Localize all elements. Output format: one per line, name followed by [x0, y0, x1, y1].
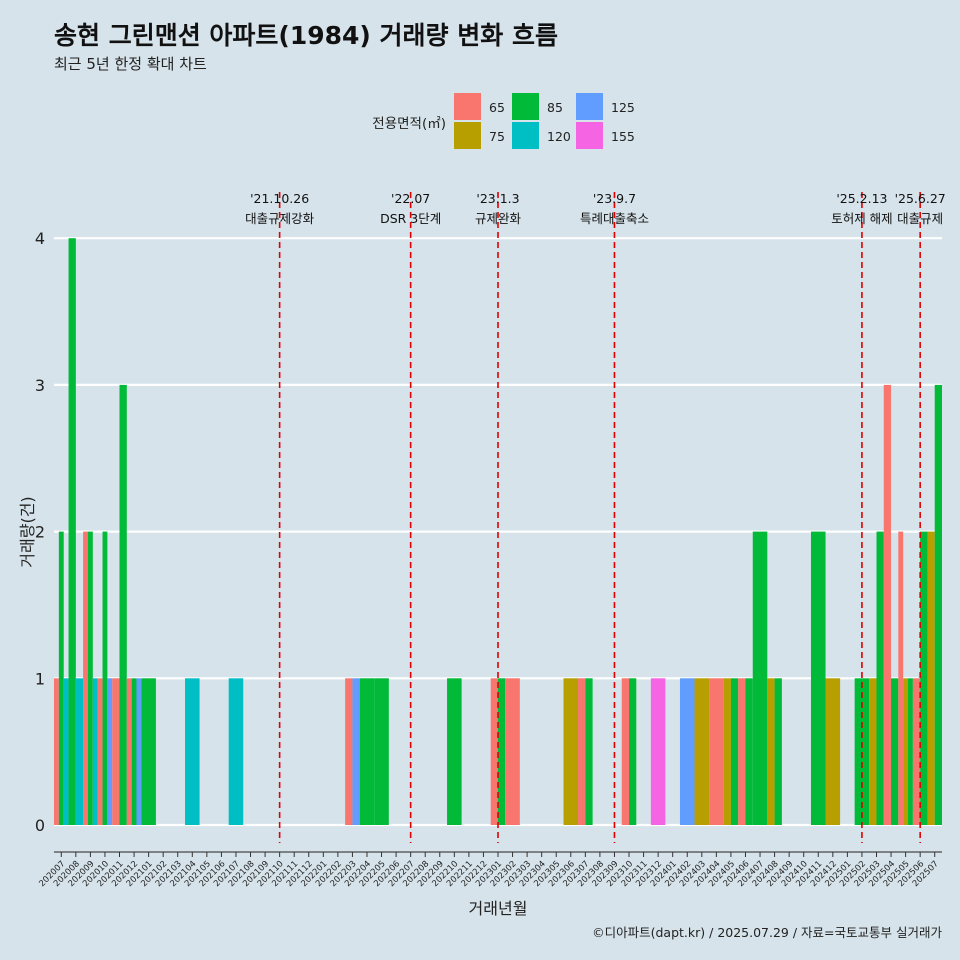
bar-202507-75 [927, 531, 935, 825]
bar-202101-85 [141, 678, 156, 825]
bar-202312-155 [650, 678, 666, 825]
bar-202008-120 [75, 678, 84, 825]
y-axis-title: 거래량(건) [18, 496, 37, 567]
bar-202503-85 [876, 531, 884, 825]
annotation-label: 대출규제 [897, 211, 943, 226]
legend-swatch-120 [512, 122, 539, 149]
bar-202405-75 [723, 678, 731, 825]
bar-202009-120 [92, 678, 98, 825]
bar-202504-65 [883, 384, 892, 825]
bar-202009-65 [83, 531, 88, 825]
bar-202503-75 [869, 678, 877, 825]
bar-202505-65 [898, 531, 904, 825]
bar-202405-85 [730, 678, 739, 825]
bar-202507-85 [934, 384, 942, 825]
bar-202307-85 [585, 678, 593, 825]
annotation-date: '25.6.27 [895, 191, 946, 206]
annotation-label: 토허제 해제 [831, 211, 892, 226]
bar-202411-85 [810, 531, 826, 825]
bar-202301-65 [490, 678, 498, 825]
annotation-label: 대출규제강화 [245, 211, 315, 226]
legend-swatch-65 [454, 93, 481, 120]
bar-202009-85 [87, 531, 93, 825]
bar-202403-75 [694, 678, 710, 825]
bar-202007-85 [58, 531, 64, 825]
bar-202406-85 [745, 678, 753, 825]
bar-202310-65 [621, 678, 630, 825]
annotation-date: '23.1.3 [476, 191, 519, 206]
y-tick-label: 0 [35, 816, 45, 835]
bar-202505-75 [903, 678, 909, 825]
bar-202210-85 [447, 678, 462, 825]
bar-202010-125 [107, 678, 113, 825]
bar-202408-75 [767, 678, 775, 825]
annotation-date: '22.07 [391, 191, 430, 206]
legend-label-155: 155 [611, 129, 635, 144]
bar-202104-120 [185, 678, 200, 825]
y-tick-label: 2 [35, 523, 45, 542]
x-axis-title: 거래년월 [469, 899, 528, 918]
legend-swatch-75 [454, 122, 481, 149]
bar-202302-65 [505, 678, 520, 825]
legend-label-85: 85 [547, 100, 563, 115]
legend-label-65: 65 [489, 100, 505, 115]
chart-caption: ©디아파트(dapt.kr) / 2025.07.29 / 자료=국토교통부 실… [592, 925, 942, 940]
bar-202301-85 [498, 678, 506, 825]
bar-202506-65 [912, 678, 921, 825]
y-tick-label: 3 [35, 376, 45, 395]
annotation-label: 규제완화 [475, 211, 522, 226]
bar-202011-85 [119, 384, 127, 825]
bar-202408-85 [774, 678, 782, 825]
legend-swatch-155 [576, 122, 603, 149]
bar-202504-85 [891, 678, 899, 825]
bar-202012-125 [136, 678, 142, 825]
bar-202506-85 [920, 531, 928, 825]
legend-title: 전용면적(㎡) [372, 116, 446, 132]
bar-202306-75 [563, 678, 579, 825]
bar-202007-120 [63, 678, 69, 825]
bar-202012-65 [126, 678, 132, 825]
bar-202404-65 [709, 678, 724, 825]
bar-202010-65 [97, 678, 103, 825]
legend-label-75: 75 [489, 129, 505, 144]
bar-202204-85 [359, 678, 375, 825]
legend-swatch-85 [512, 93, 539, 120]
bar-202502-85 [854, 678, 870, 825]
bar-202412-75 [825, 678, 841, 825]
annotation-date: '25.2.13 [836, 191, 887, 206]
bar-202007-65 [54, 678, 59, 825]
bar-202406-65 [738, 678, 746, 825]
annotation-date: '23.9.7 [593, 191, 636, 206]
bar-202008-85 [68, 238, 76, 825]
y-tick-label: 1 [35, 669, 45, 688]
bar-202012-85 [131, 678, 137, 825]
bar-202402-125 [679, 678, 695, 825]
bar-202203-65 [345, 678, 353, 825]
legend-label-120: 120 [547, 129, 571, 144]
bar-202205-85 [374, 678, 389, 825]
bar-202407-85 [752, 531, 768, 825]
legend-swatch-125 [576, 93, 603, 120]
bar-202203-125 [352, 678, 360, 825]
y-tick-label: 4 [35, 229, 45, 248]
annotation-label: 특례대출축소 [580, 211, 649, 226]
chart-title: 송현 그린맨션 아파트(1984) 거래량 변화 흐름 [54, 21, 558, 50]
annotation-label: DSR 3단계 [380, 211, 441, 226]
bar-202505-85 [908, 678, 913, 825]
bar-202310-85 [629, 678, 637, 825]
bar-202307-65 [578, 678, 586, 825]
annotation-date: '21.10.26 [250, 191, 309, 206]
chart-subtitle: 최근 5년 한정 확대 차트 [54, 55, 207, 73]
bar-202011-65 [112, 678, 120, 825]
legend-label-125: 125 [611, 100, 635, 115]
bar-202107-120 [228, 678, 244, 825]
bar-202010-85 [102, 531, 108, 825]
